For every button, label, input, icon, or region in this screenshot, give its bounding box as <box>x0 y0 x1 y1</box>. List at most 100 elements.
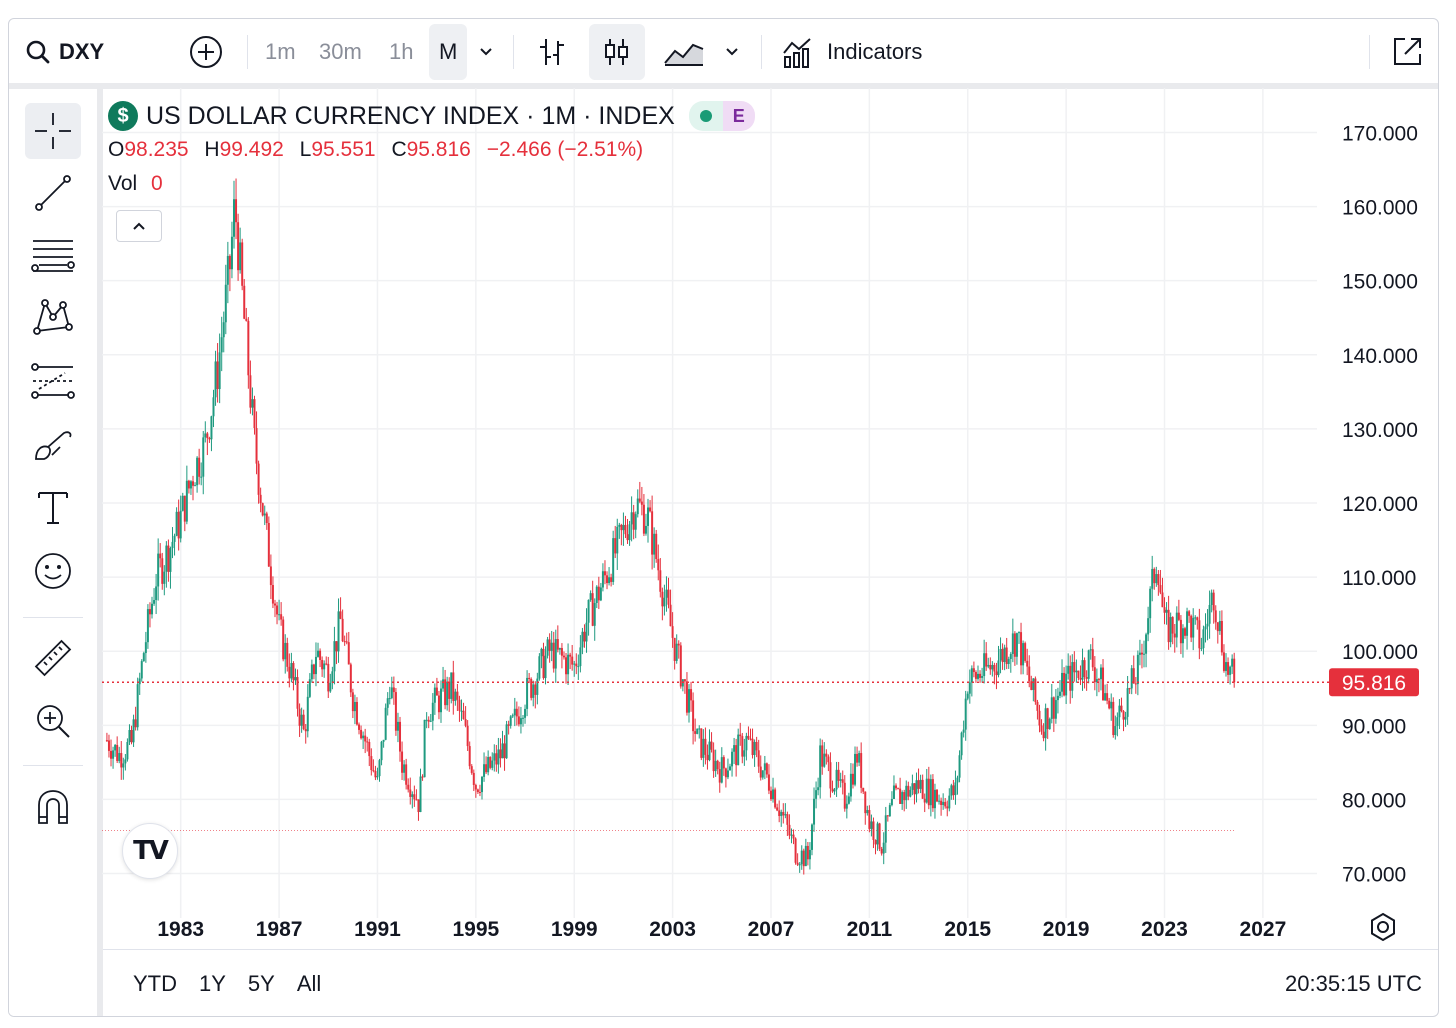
candle-body <box>890 798 893 806</box>
candle-body <box>247 320 250 376</box>
candle-body <box>800 850 803 865</box>
candle-body <box>321 659 324 670</box>
interval-1m[interactable]: 1m <box>265 39 296 64</box>
candle-body <box>1087 650 1090 679</box>
candle-body <box>970 668 973 683</box>
prediction-tool[interactable] <box>25 353 81 409</box>
emoji-tool[interactable] <box>25 543 81 599</box>
candle-body <box>478 791 481 793</box>
settings-icon[interactable] <box>1368 912 1398 942</box>
candle-style-button[interactable] <box>589 24 645 80</box>
candle-body <box>911 783 914 790</box>
y-tick-label: 140.000 <box>1342 345 1418 368</box>
candle-body <box>483 764 486 777</box>
candle-body <box>731 751 734 767</box>
candle-body <box>120 753 123 768</box>
candle-body <box>212 397 215 417</box>
magnet-tool[interactable] <box>25 779 81 835</box>
candle-body <box>886 815 889 817</box>
volume-label: Vol <box>108 172 138 195</box>
range-all[interactable]: All <box>296 971 322 996</box>
utc-clock[interactable]: 20:35:15 UTC <box>1285 971 1422 996</box>
candle-body <box>128 730 131 743</box>
interval-dropdown[interactable] <box>477 19 495 85</box>
candle-body <box>405 764 408 785</box>
candle-body <box>536 678 539 695</box>
candle-body <box>353 701 356 712</box>
candle-body <box>1095 679 1098 683</box>
candle-body <box>827 756 830 763</box>
compare-symbol-button[interactable] <box>189 19 223 85</box>
candle-body <box>226 255 229 285</box>
pattern-tool[interactable] <box>25 289 81 345</box>
symbol-search[interactable]: DXY <box>25 19 104 85</box>
candle-body <box>376 776 379 778</box>
candle-body <box>763 763 766 771</box>
candle-body <box>1161 592 1164 608</box>
fib-tool[interactable] <box>25 227 81 283</box>
candle-body <box>1065 673 1068 696</box>
price-chart[interactable]: 170.000 160.000 150.000 140.000 130.000 120.0… <box>102 88 1439 948</box>
candle-body <box>1091 649 1094 668</box>
x-tick-label: 1983 <box>157 918 204 941</box>
market-status-pill[interactable]: E <box>688 101 755 131</box>
candle-body <box>573 663 576 665</box>
candle-body <box>968 682 971 694</box>
crosshair-tool[interactable] <box>25 103 81 159</box>
range-5y[interactable]: 5Y <box>247 971 275 996</box>
candle-body <box>813 798 816 825</box>
candle-body <box>202 437 205 477</box>
candle-body <box>460 710 463 712</box>
candle-body <box>745 735 748 751</box>
measure-tool[interactable] <box>25 631 81 687</box>
tradingview-logo[interactable]: TV <box>122 823 178 879</box>
candle-body <box>300 714 303 726</box>
candle-body <box>319 650 322 660</box>
range-bar: YTD 1Y 5Y All 20:35:15 UTC <box>103 949 1438 1016</box>
candle-body <box>1132 668 1135 684</box>
open-fullscreen-button[interactable] <box>1391 19 1423 85</box>
candle-body <box>1075 670 1078 673</box>
candle-body <box>995 671 998 676</box>
candle-body <box>118 753 121 761</box>
low-value: 95.551 <box>311 138 376 161</box>
candle-body <box>767 774 770 791</box>
candle-body <box>306 696 309 732</box>
candle-body <box>489 757 492 768</box>
candle-body <box>126 742 129 760</box>
candle-body <box>409 789 412 797</box>
candle-body <box>1222 652 1225 671</box>
chart-type-dropdown[interactable] <box>723 19 741 85</box>
candle-body <box>976 673 979 679</box>
interval-1h[interactable]: 1h <box>389 39 414 64</box>
range-ytd[interactable]: YTD <box>133 971 177 996</box>
symbol-title[interactable]: US DOLLAR CURRENCY INDEX · 1M · INDEX <box>146 101 675 130</box>
interval-m[interactable]: M <box>429 24 468 80</box>
candle-body <box>862 787 865 792</box>
candle-body <box>757 750 760 767</box>
range-1y[interactable]: 1Y <box>199 971 226 996</box>
candle-body <box>796 862 799 865</box>
candle-body <box>1013 633 1016 657</box>
candle-body <box>271 585 274 604</box>
candle-body <box>759 766 762 778</box>
candle-body <box>360 729 363 739</box>
brush-tool[interactable] <box>25 417 81 473</box>
collapse-legend-button[interactable] <box>116 210 162 242</box>
chart-legend: $ US DOLLAR CURRENCY INDEX · 1M · INDEX … <box>108 96 755 196</box>
candle-body <box>427 719 430 722</box>
indicators-button[interactable]: Indicators <box>781 19 922 85</box>
candle-body <box>136 684 139 728</box>
change-value: −2.466 (−2.51%) <box>486 138 644 161</box>
candle-body <box>1058 691 1061 696</box>
area-style-button[interactable] <box>663 19 705 85</box>
candle-body <box>1196 617 1199 621</box>
text-tool[interactable] <box>25 479 81 535</box>
candle-body <box>1134 683 1137 685</box>
interval-30m[interactable]: 30m <box>319 39 362 64</box>
trend-line-tool[interactable] <box>25 165 81 221</box>
zoom-tool[interactable] <box>25 693 81 749</box>
bar-style-button[interactable] <box>537 19 567 85</box>
bars-icon <box>540 39 564 65</box>
candle-body <box>724 768 727 778</box>
